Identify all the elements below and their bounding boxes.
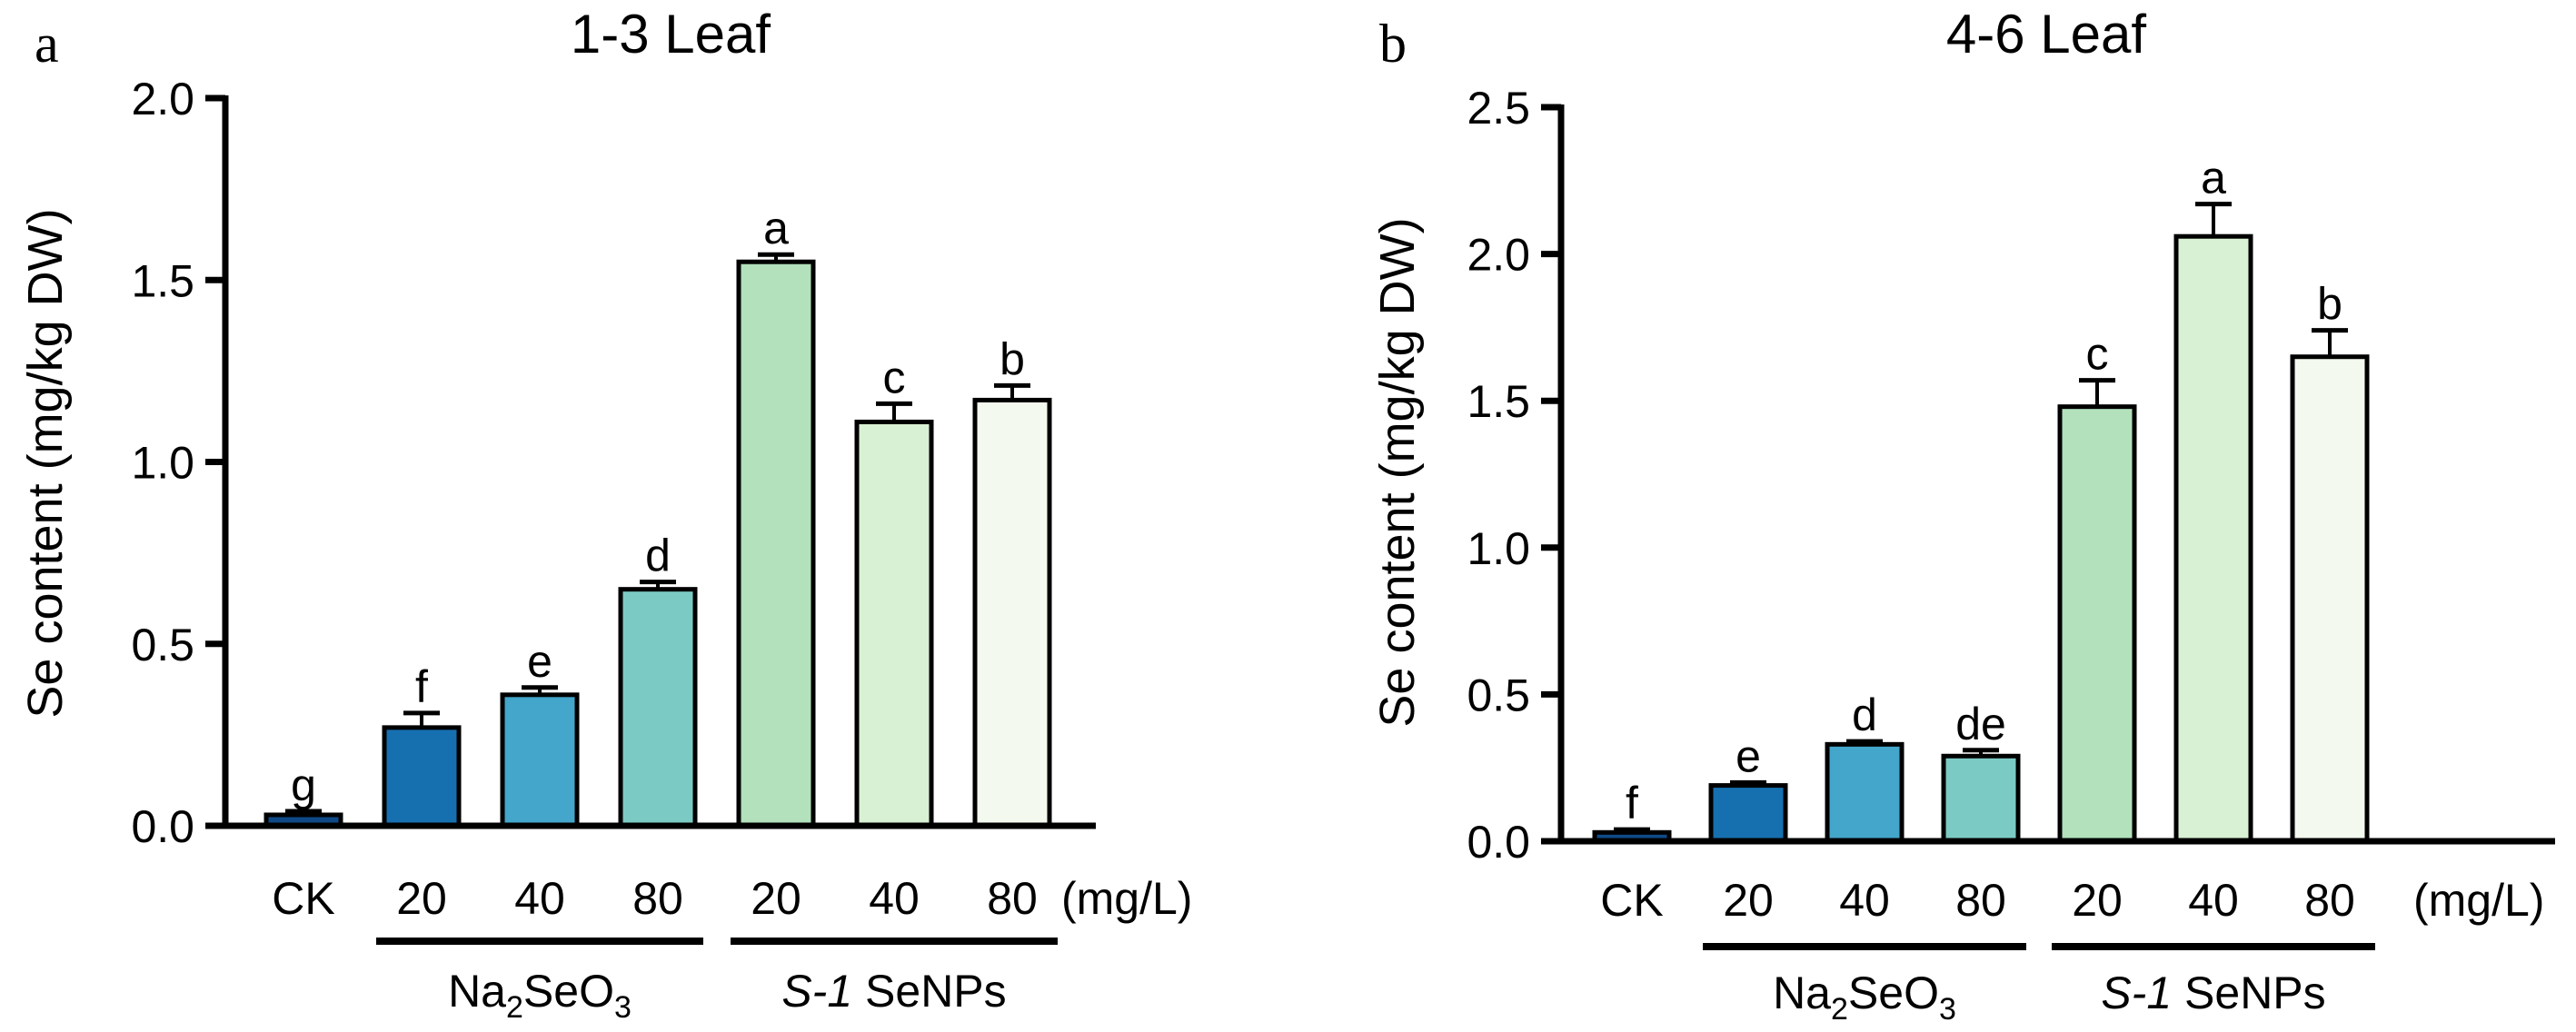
significance-letter: d	[1852, 690, 1877, 740]
x-tick-label: 20	[1723, 875, 1774, 926]
x-tick-label: 80	[2304, 875, 2355, 926]
subscript: 3	[1939, 992, 1956, 1027]
significance-letter: b	[1000, 333, 1025, 384]
subscript: 2	[506, 990, 523, 1025]
group-labels: Na2SeO3 S-1 SeNPs	[1703, 943, 2375, 1027]
chart-title: 1-3 Leaf	[571, 4, 771, 64]
y-tick-label: 2.0	[1467, 230, 1530, 281]
bar	[2173, 233, 2253, 844]
bar	[2290, 354, 2370, 844]
x-tick-label: 40	[1839, 875, 1890, 926]
panel-letter: a	[35, 14, 59, 74]
group-label-part: Na	[1773, 968, 1831, 1018]
group-label-part: SeO	[1848, 968, 1939, 1018]
group-label-rest: SeNPs	[2172, 968, 2326, 1018]
subscript: 3	[614, 990, 632, 1025]
significance-letter: c	[883, 352, 906, 402]
y-tick-label: 1.0	[1467, 523, 1530, 574]
bars: g f e d a c b	[264, 203, 1052, 829]
bar	[972, 397, 1052, 829]
bar	[854, 419, 934, 829]
y-tick-label: 0.0	[1467, 817, 1530, 868]
y-axis-label: Se content (mg/kg DW)	[1370, 217, 1425, 727]
bar	[736, 259, 816, 829]
y-tick-label: 1.5	[131, 255, 194, 306]
panel-b: b 4-6 Leaf Se content (mg/kg DW) 0.0 0.5 1…	[1370, 4, 2555, 1027]
group-labels: Na2SeO3 S-1 SeNPs	[376, 938, 1058, 1025]
x-tick-label: 20	[2072, 875, 2123, 926]
x-tick-label: 40	[514, 873, 565, 924]
group-label: S-1 SeNPs	[781, 966, 1006, 1017]
x-tick-label: 20	[751, 873, 801, 924]
bar	[2057, 404, 2137, 844]
x-tick-label: 80	[632, 873, 683, 924]
axes	[205, 95, 1096, 829]
y-tick-label: 0.0	[131, 801, 194, 852]
y-tick-label: 0.5	[131, 620, 194, 670]
significance-letter: d	[645, 531, 671, 581]
panel-a: a 1-3 Leaf Se content (mg/kg DW) 0.0 0.5 1…	[18, 4, 1192, 1025]
group-label: Na2SeO3	[448, 966, 632, 1025]
x-tick-label: 20	[396, 873, 447, 924]
significance-letter: de	[1955, 699, 2006, 749]
x-tick-label: 80	[1955, 875, 2006, 926]
x-category-labels: CK 20 40 80 20 40 80 (mg/L)	[272, 873, 1192, 924]
y-tick-label: 2.0	[131, 74, 194, 124]
y-tick-label: 2.5	[1467, 83, 1530, 134]
bar	[1825, 741, 1905, 844]
panel-letter: b	[1379, 14, 1407, 74]
bars: f e d de c a b	[1592, 153, 2370, 844]
axes	[1541, 104, 2555, 845]
x-tick-label: CK	[272, 873, 334, 924]
bar	[382, 725, 462, 829]
bar	[1708, 783, 1788, 844]
bar	[1941, 753, 2021, 844]
group-label-italic: S-1	[2101, 968, 2172, 1018]
significance-letter: e	[527, 636, 552, 687]
subscript: 2	[1831, 992, 1848, 1027]
significance-letter: f	[1626, 778, 1638, 829]
y-tick-label: 1.5	[1467, 376, 1530, 427]
x-unit-label: (mg/L)	[2413, 875, 2544, 926]
x-category-labels: CK 20 40 80 20 40 80 (mg/L)	[1600, 875, 2544, 926]
group-label-part: SeO	[523, 966, 614, 1017]
x-tick-label: 80	[987, 873, 1038, 924]
significance-letter: c	[2086, 329, 2109, 380]
group-label-italic: S-1	[781, 966, 852, 1017]
x-tick-label: CK	[1600, 875, 1663, 926]
y-axis-label: Se content (mg/kg DW)	[18, 208, 73, 718]
x-unit-label: (mg/L)	[1061, 873, 1192, 924]
bar	[500, 692, 580, 829]
significance-letter: e	[1736, 730, 1761, 781]
y-ticks: 0.0 0.5 1.0 1.5 2.0	[131, 74, 225, 852]
y-tick-label: 0.5	[1467, 670, 1530, 720]
bar	[618, 587, 698, 829]
significance-letter: b	[2317, 279, 2342, 330]
significance-letter: a	[763, 203, 789, 253]
y-tick-label: 1.0	[131, 438, 194, 489]
group-label-part: Na	[448, 966, 506, 1017]
significance-letter: g	[291, 759, 316, 810]
x-tick-label: 40	[869, 873, 920, 924]
group-label-rest: SeNPs	[852, 966, 1007, 1017]
group-label: Na2SeO3	[1773, 968, 1956, 1027]
significance-letter: a	[2201, 153, 2226, 203]
chart-title: 4-6 Leaf	[1946, 4, 2146, 64]
y-ticks: 0.0 0.5 1.0 1.5 2.0 2.5	[1467, 83, 1561, 868]
x-tick-label: 40	[2188, 875, 2239, 926]
significance-letter: f	[415, 661, 428, 712]
group-label: S-1 SeNPs	[2101, 968, 2325, 1018]
